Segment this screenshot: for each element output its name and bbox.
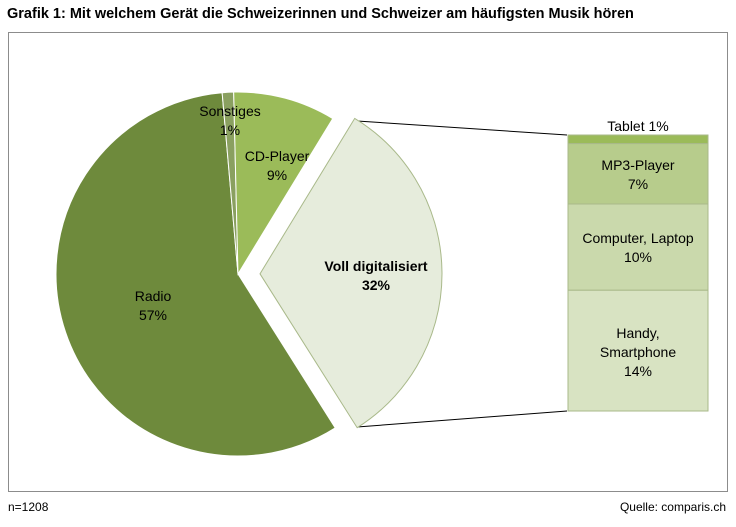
- chart-frame: [8, 32, 728, 492]
- label-mp3-value: 7%: [628, 176, 648, 192]
- slice-cd-player: [233, 91, 334, 276]
- slice-radio: [55, 92, 336, 457]
- label-tablet: Tablet 1%: [607, 118, 668, 134]
- chart-title: Grafik 1: Mit welchem Gerät die Schweize…: [7, 6, 634, 22]
- label-handy-name-line1: Handy,: [616, 325, 659, 341]
- bar-segment-mp3: [567, 143, 709, 205]
- connector-line-top: [356, 120, 568, 136]
- bar-segment-tablet: [567, 134, 709, 145]
- slice-voll-digitalisiert: [259, 117, 443, 429]
- label-digital-name: Voll digitalisiert: [324, 258, 428, 274]
- label-handy-value: 14%: [624, 363, 652, 379]
- label-sonstiges-value: 1%: [220, 122, 240, 138]
- label-computer-value: 10%: [624, 249, 652, 265]
- label-cd-player-name: CD-Player: [245, 148, 310, 164]
- label-computer-name: Computer, Laptop: [582, 230, 694, 246]
- connector-line-bottom: [356, 410, 568, 428]
- label-radio-value: 57%: [139, 307, 167, 323]
- source-note: Quelle: comparis.ch: [619, 500, 726, 514]
- label-sonstiges-name: Sonstiges: [199, 103, 260, 119]
- label-radio-name: Radio: [135, 288, 172, 304]
- label-mp3-name: MP3-Player: [601, 157, 674, 173]
- label-digital-value: 32%: [362, 277, 391, 293]
- label-cd-player-value: 9%: [267, 167, 287, 183]
- bar-segment-handy: [567, 289, 709, 412]
- label-handy-name-line2: Smartphone: [600, 344, 676, 360]
- bar-segment-computer: [567, 203, 709, 291]
- sample-size-note: n=1208: [8, 500, 49, 514]
